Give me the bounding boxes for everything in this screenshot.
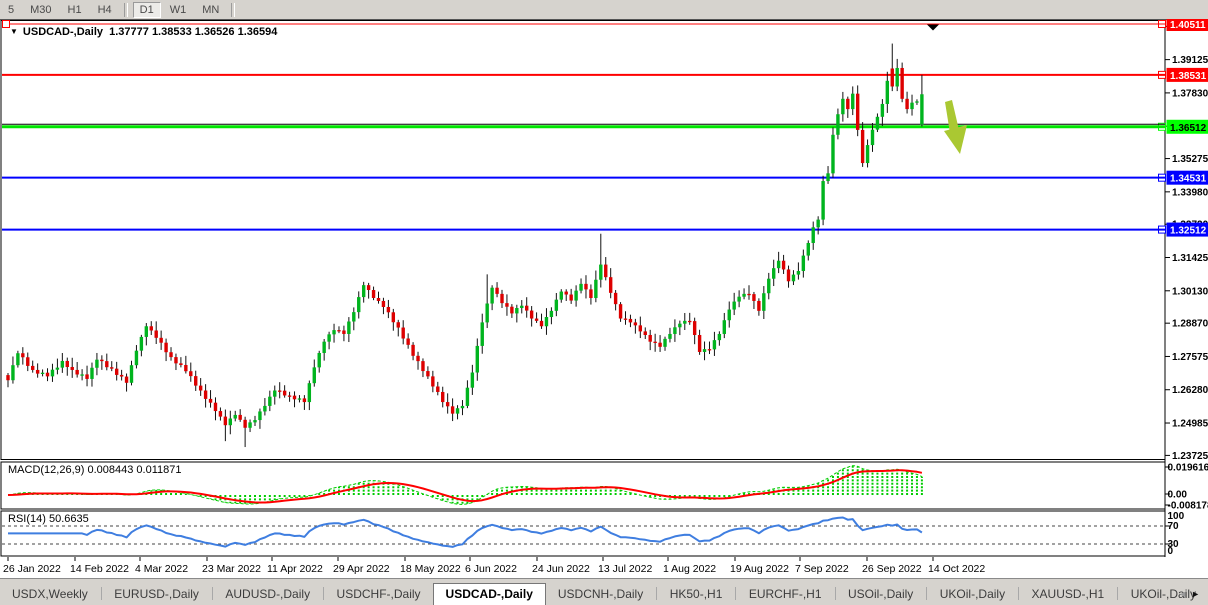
svg-text:1.39125: 1.39125 [1172, 55, 1208, 66]
svg-text:1.35275: 1.35275 [1172, 154, 1208, 165]
chart-title-dropdown-icon[interactable]: ▼ [10, 27, 18, 36]
candlesticks [6, 43, 924, 448]
rsi-indicator-label: RSI(14) 50.6635 [8, 513, 89, 525]
svg-text:0.019616: 0.019616 [1168, 463, 1208, 474]
toolbar-separator [231, 2, 236, 17]
time-axis[interactable]: 26 Jan 2022 14 Feb 2022 4 Mar 2022 23 Mar 2… [3, 557, 985, 575]
svg-text:23 Mar 2022: 23 Mar 2022 [202, 563, 261, 575]
chart-tab-eurchf-h1[interactable]: EURCHF-,H1 [748, 587, 822, 601]
timeframe-toolbar: 5 M30 H1 H4 D1 W1 MN [0, 0, 1208, 19]
svg-text:1.28870: 1.28870 [1172, 319, 1208, 330]
down-triangle-marker[interactable] [927, 24, 939, 31]
timeframe-button-w1[interactable]: W1 [169, 3, 187, 16]
tab-scroll-left-icon[interactable]: ◄ [1178, 589, 1192, 599]
price-axis[interactable]: 1.404201.391251.378301.365351.352751.339… [1158, 17, 1208, 462]
timeframe-button-5[interactable]: 5 [8, 3, 15, 16]
tab-scroll-right-icon[interactable]: ► [1191, 589, 1204, 599]
chart-annotations [927, 24, 967, 154]
svg-text:0: 0 [1168, 546, 1174, 557]
svg-text:70: 70 [1168, 521, 1180, 532]
svg-text:26 Sep 2022: 26 Sep 2022 [862, 563, 922, 575]
svg-text:1.26280: 1.26280 [1172, 385, 1208, 396]
chart-tab-audusd-daily[interactable]: AUDUSD-,Daily [225, 587, 311, 601]
svg-text:11 Apr 2022: 11 Apr 2022 [267, 563, 323, 575]
svg-text:18 May 2022: 18 May 2022 [400, 563, 461, 575]
chart-tab-usdcnh-daily[interactable]: USDCNH-,Daily [557, 587, 644, 601]
svg-text:1.33980: 1.33980 [1172, 187, 1208, 198]
svg-text:1.40511: 1.40511 [1170, 20, 1206, 31]
sell-arrow-annotation[interactable] [944, 100, 967, 154]
svg-text:1.23725: 1.23725 [1172, 451, 1208, 462]
svg-text:1.30130: 1.30130 [1172, 286, 1208, 297]
chart-panels [0, 19, 1208, 578]
line-anchor-handle[interactable] [2, 20, 10, 28]
chart-tab-usdchf-daily[interactable]: USDCHF-,Daily [336, 587, 421, 601]
svg-text:24 Jun 2022: 24 Jun 2022 [532, 563, 590, 575]
svg-text:1.38531: 1.38531 [1170, 71, 1207, 82]
svg-text:7 Sep 2022: 7 Sep 2022 [795, 563, 849, 575]
chart-tab-bar: USDX,Weekly EURUSD-,Daily AUDUSD-,Daily USD… [0, 578, 1208, 605]
macd-panel[interactable]: 0.019616 0.00-0.008178 [7, 463, 1208, 512]
svg-text:100: 100 [1168, 511, 1185, 522]
svg-text:14 Oct 2022: 14 Oct 2022 [928, 563, 985, 575]
macd-indicator-label: MACD(12,26,9) 0.008443 0.011871 [8, 464, 182, 476]
chart-tab-usdx-weekly[interactable]: USDX,Weekly [12, 587, 88, 601]
svg-text:13 Jul 2022: 13 Jul 2022 [598, 563, 652, 575]
svg-text:1.31425: 1.31425 [1172, 253, 1208, 264]
svg-text:19 Aug 2022: 19 Aug 2022 [730, 563, 789, 575]
chart-tab-hk50-h1[interactable]: HK50-,H1 [669, 587, 723, 601]
svg-text:30: 30 [1168, 539, 1180, 550]
svg-text:1.34531: 1.34531 [1170, 174, 1207, 185]
svg-text:29 Apr 2022: 29 Apr 2022 [333, 563, 390, 575]
level-line-1.40511[interactable] [2, 20, 1165, 28]
toolbar-separator [123, 2, 128, 17]
timeframe-button-h4[interactable]: H4 [97, 3, 112, 16]
chart-tab-xauusd-h1[interactable]: XAUUSD-,H1 [1031, 587, 1105, 601]
svg-text:1.37830: 1.37830 [1172, 88, 1208, 99]
svg-text:1.32512: 1.32512 [1170, 226, 1207, 237]
svg-text:1.27575: 1.27575 [1172, 352, 1208, 363]
horizontal-level-lines [2, 20, 1165, 231]
svg-text:14 Feb 2022: 14 Feb 2022 [70, 563, 129, 575]
chart-ohlc-quote: 1.37777 1.38533 1.36526 1.36594 [109, 26, 278, 38]
timeframe-button-h1[interactable]: H1 [67, 3, 82, 16]
svg-text:4 Mar 2022: 4 Mar 2022 [135, 563, 188, 575]
svg-text:1.36512: 1.36512 [1170, 123, 1207, 134]
tab-scroll-arrows: ◄► [1178, 589, 1204, 599]
chart-tab-ukoil-daily[interactable]: UKOil-,Daily [939, 587, 1006, 601]
chart-tab-usoil-daily[interactable]: USOil-,Daily [847, 587, 914, 601]
svg-text:1 Aug 2022: 1 Aug 2022 [663, 563, 716, 575]
svg-text:-0.008178: -0.008178 [1168, 501, 1208, 512]
chart-tab-eurusd-daily[interactable]: EURUSD-,Daily [114, 587, 199, 601]
chart-title: ▼ USDCAD-,Daily 1.37777 1.38533 1.36526 1… [10, 26, 277, 38]
timeframe-button-m30[interactable]: M30 [30, 3, 52, 16]
chart-tab-usdcad-daily[interactable]: USDCAD-,Daily [432, 583, 546, 605]
svg-text:0.00: 0.00 [1168, 490, 1188, 501]
chart-tab-ukoil-daily[interactable]: UKOil-,Daily [1130, 587, 1197, 601]
timeframe-button-d1[interactable]: D1 [132, 1, 161, 18]
svg-text:1.24985: 1.24985 [1172, 419, 1208, 430]
svg-text:26 Jan 2022: 26 Jan 2022 [3, 563, 61, 575]
chart-symbol: USDCAD-,Daily [22, 26, 103, 38]
level-line-1.36512[interactable] [2, 123, 1165, 129]
timeframe-button-mn[interactable]: MN [202, 3, 220, 16]
svg-text:6 Jun 2022: 6 Jun 2022 [465, 563, 517, 575]
